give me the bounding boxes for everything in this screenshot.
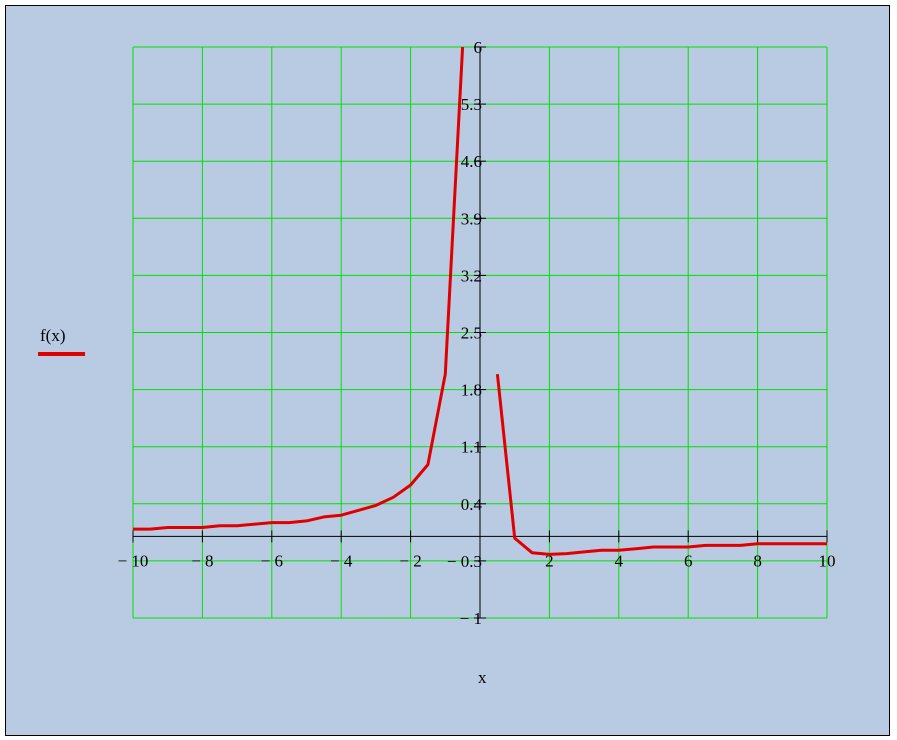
x-tick-label: 8 xyxy=(753,551,762,570)
y-tick-label: 1.8 xyxy=(461,381,482,400)
chart-frame xyxy=(5,5,890,736)
x-tick-label: 6 xyxy=(684,551,693,570)
y-tick-label: − 1 xyxy=(460,609,482,628)
x-tick-label: 4 xyxy=(615,551,624,570)
x-tick-label: − 4 xyxy=(330,551,353,570)
x-tick-label: − 8 xyxy=(191,551,213,570)
y-tick-label: 6 xyxy=(474,38,483,57)
x-tick-label: 2 xyxy=(545,551,554,570)
x-tick-label: − 2 xyxy=(399,551,421,570)
y-tick-label: 3.2 xyxy=(461,266,482,285)
series-line xyxy=(495,373,827,556)
x-axis-label: x xyxy=(478,668,487,687)
y-tick-label: 2.5 xyxy=(461,324,482,343)
legend-label: f(x) xyxy=(40,326,65,345)
y-tick-label: 1.1 xyxy=(461,438,482,457)
x-tick-label: − 6 xyxy=(261,551,283,570)
axes xyxy=(132,46,828,619)
series xyxy=(133,47,827,556)
series-line xyxy=(133,47,465,531)
y-tick-label: 4.6 xyxy=(461,152,482,171)
tick-labels: − 10 − 8 − 6 − 4 − 2 2 4 6 8 10 − 1 − 0.3 0.4 1.1 1.8 2… xyxy=(118,38,836,628)
y-tick-label: 5.3 xyxy=(461,95,482,114)
y-tick-label: 3.9 xyxy=(461,209,482,228)
y-tick-label: 0.4 xyxy=(461,495,483,514)
x-tick-label: 10 xyxy=(819,551,836,570)
y-tick-label: − 0.3 xyxy=(447,552,482,571)
x-tick-label: − 10 xyxy=(118,551,149,570)
legend: f(x) xyxy=(38,326,85,356)
